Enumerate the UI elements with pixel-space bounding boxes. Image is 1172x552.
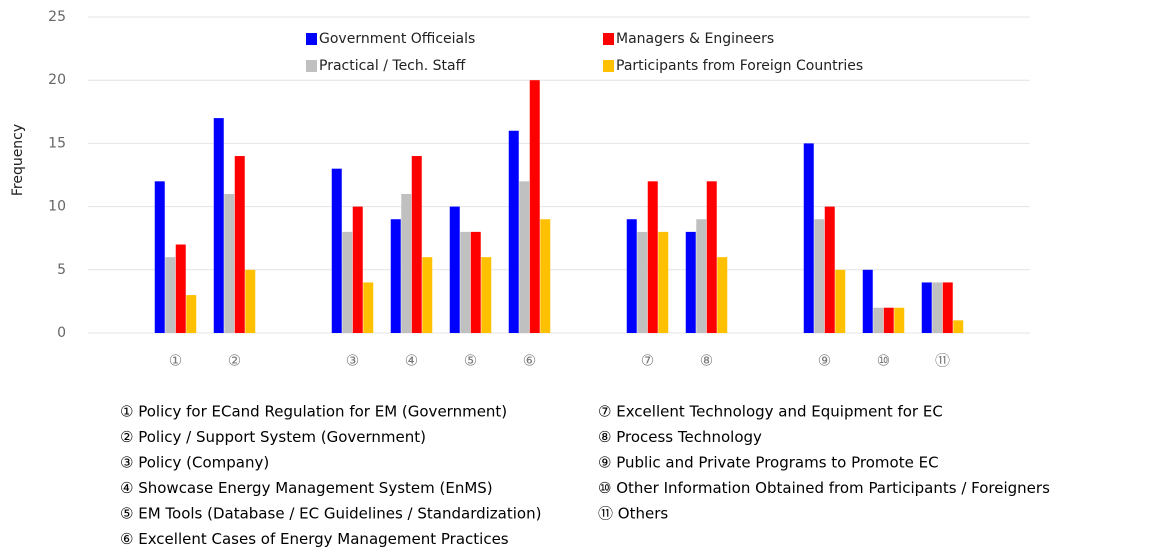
bar — [932, 282, 943, 333]
x-tick-label: ⑩ — [877, 352, 890, 370]
bar — [814, 219, 825, 333]
bar — [186, 295, 197, 333]
footnote: ⑨ Public and Private Programs to Promote… — [598, 454, 939, 472]
bar — [411, 156, 422, 333]
footnote: ⑦ Excellent Technology and Equipment for… — [598, 403, 943, 421]
bar — [696, 219, 707, 333]
bar — [658, 231, 669, 333]
bar — [363, 282, 374, 333]
bar — [234, 156, 245, 333]
x-tick-label: ① — [169, 352, 182, 370]
bar — [213, 118, 224, 334]
bar — [873, 307, 884, 333]
y-axis-label: Frequency — [10, 124, 26, 196]
bar — [519, 181, 530, 333]
bar — [342, 231, 353, 333]
x-tick-label: ⑧ — [700, 352, 713, 370]
bar — [862, 269, 873, 333]
bar — [942, 282, 953, 333]
bar — [449, 206, 460, 333]
bar — [331, 168, 342, 333]
bar — [803, 143, 814, 333]
footnote: ③ Policy (Company) — [120, 454, 269, 472]
legend-swatch — [306, 60, 317, 72]
bar — [835, 269, 846, 333]
legend-swatch — [603, 33, 614, 45]
x-tick-label: ⑨ — [818, 352, 831, 370]
bar — [685, 231, 696, 333]
footnote: ② Policy / Support System (Government) — [120, 428, 426, 446]
bar — [637, 231, 648, 333]
footnote: ⑤ EM Tools (Database / EC Guidelines / S… — [120, 505, 541, 523]
bar — [540, 219, 551, 333]
x-tick-label: ⑦ — [641, 352, 654, 370]
bar — [422, 257, 433, 333]
bar — [883, 307, 894, 333]
bar — [460, 231, 471, 333]
bar — [647, 181, 658, 333]
bar — [352, 206, 363, 333]
legend-label: Participants from Foreign Countries — [616, 58, 863, 74]
x-tick-label: ⑥ — [523, 352, 536, 370]
footnote: ④ Showcase Energy Management System (EnM… — [120, 479, 493, 497]
y-tick-label: 15 — [48, 135, 66, 151]
bar — [626, 219, 637, 333]
bar — [470, 231, 481, 333]
bar — [717, 257, 728, 333]
y-tick-label: 10 — [48, 199, 66, 215]
bar — [165, 257, 176, 333]
x-tick-label: ⑪ — [935, 352, 950, 370]
x-tick-label: ④ — [405, 352, 418, 370]
x-tick-label: ③ — [346, 352, 359, 370]
bar — [894, 307, 905, 333]
footnote: ⑧ Process Technology — [598, 428, 762, 446]
bar — [824, 206, 835, 333]
legend-swatch — [306, 33, 317, 45]
bar — [529, 80, 540, 333]
bar — [921, 282, 932, 333]
bar — [390, 219, 401, 333]
y-tick-label: 25 — [48, 9, 66, 25]
legend-label: Practical / Tech. Staff — [319, 58, 466, 74]
legend-label: Government Officeials — [319, 31, 475, 47]
y-tick-label: 20 — [48, 72, 66, 88]
bar — [245, 269, 256, 333]
bar — [508, 130, 519, 333]
bar — [481, 257, 492, 333]
footnote: ⑥ Excellent Cases of Energy Management P… — [120, 530, 509, 548]
y-tick-label: 0 — [57, 325, 66, 341]
x-tick-label: ② — [228, 352, 241, 370]
footnote: ⑪ Others — [598, 505, 668, 523]
bar — [953, 320, 964, 333]
legend-swatch — [603, 60, 614, 72]
bar — [401, 193, 412, 333]
legend-label: Managers & Engineers — [616, 31, 774, 47]
bar — [175, 244, 186, 333]
y-tick-label: 5 — [57, 262, 66, 278]
footnote: ① Policy for ECand Regulation for EM (Go… — [120, 403, 507, 421]
x-tick-label: ⑤ — [464, 352, 477, 370]
bar — [154, 181, 165, 333]
bar — [224, 193, 235, 333]
footnote: ⑩ Other Information Obtained from Partic… — [598, 479, 1050, 497]
bar — [706, 181, 717, 333]
